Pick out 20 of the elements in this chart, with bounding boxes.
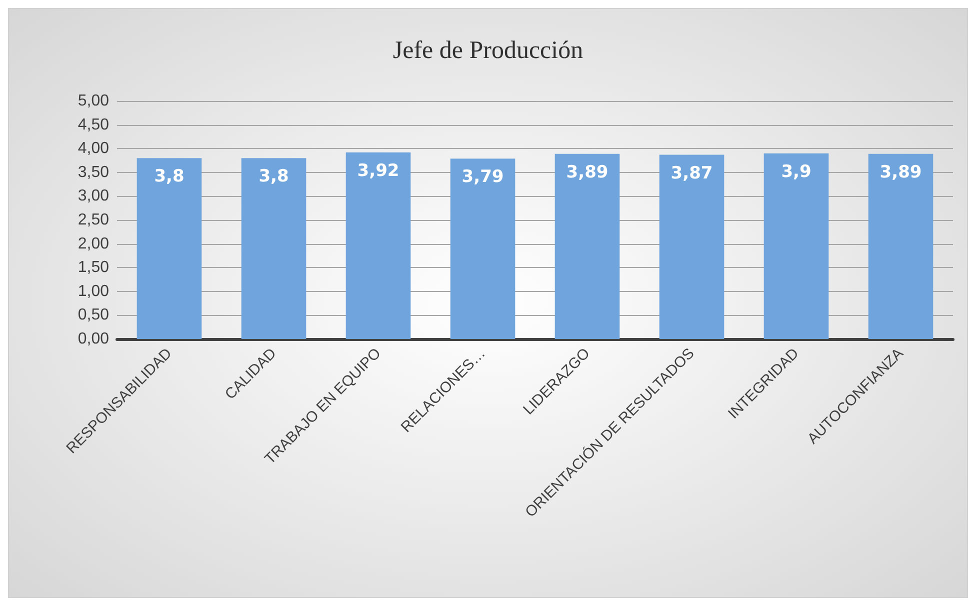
data-label: 3,89 [880, 162, 922, 182]
y-tick-label: 1,50 [78, 259, 110, 276]
data-label: 3,87 [670, 163, 713, 184]
y-tick-label: 5,00 [78, 92, 110, 110]
y-tick-label: 4,00 [78, 140, 110, 158]
y-tick-label: 4,50 [78, 116, 110, 134]
data-label: 3,8 [258, 166, 289, 187]
data-label: 3,9 [781, 162, 812, 182]
y-tick-label: 3,00 [78, 188, 110, 205]
y-tick-label: 2,50 [78, 212, 110, 228]
y-tick-label: 3,50 [78, 164, 110, 181]
y-tick-label: 1,00 [78, 282, 110, 300]
y-tick-label: 0,50 [78, 306, 110, 324]
data-label: 3,79 [462, 167, 504, 188]
y-tick-label: 0,00 [78, 330, 110, 348]
data-label: 3,8 [154, 166, 184, 187]
data-label: 3,92 [357, 160, 400, 181]
y-tick-label: 2,00 [78, 235, 110, 252]
chart-title: Jefe de Producción [392, 37, 584, 64]
data-label: 3,89 [566, 162, 608, 182]
